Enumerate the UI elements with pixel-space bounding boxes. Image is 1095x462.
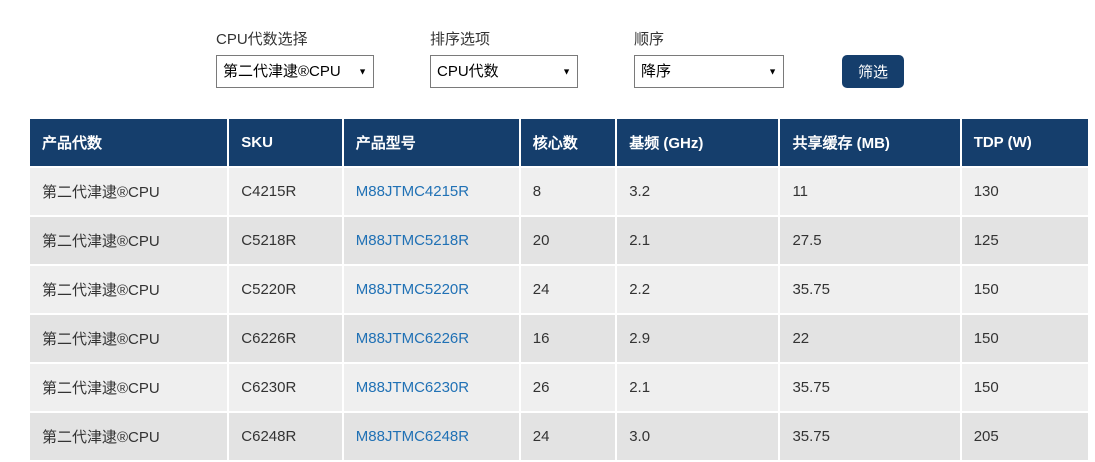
cell-cores: 16 — [518, 313, 618, 364]
cell-model: M88JTMC6226R — [341, 313, 521, 364]
table-row: 第二代津逮®CPU C6226R M88JTMC6226R 16 2.9 22 150 — [27, 313, 1091, 364]
cell-model: M88JTMC5220R — [341, 264, 521, 315]
cell-cache-mb: 35.75 — [778, 411, 962, 462]
generation-select[interactable]: 第二代津逮®CPU — [216, 55, 374, 88]
cell-tdp-w: 125 — [959, 215, 1091, 266]
cell-tdp-w: 130 — [959, 166, 1091, 217]
product-model-link[interactable]: M88JTMC6230R — [355, 379, 470, 396]
sort-filter-label: 排序选项 — [430, 31, 491, 48]
product-model-link[interactable]: M88JTMC5220R — [355, 281, 470, 298]
cell-generation: 第二代津逮®CPU — [27, 166, 230, 217]
cell-tdp-w: 205 — [959, 411, 1091, 462]
cell-tdp-w: 150 — [959, 264, 1091, 315]
column-header-generation: 产品代数 — [27, 117, 230, 168]
table-row: 第二代津逮®CPU C5220R M88JTMC5220R 24 2.2 35.75 150 — [27, 264, 1091, 315]
cell-sku: C6248R — [227, 411, 344, 462]
cell-cache-mb: 35.75 — [778, 264, 962, 315]
table-row: 第二代津逮®CPU C4215R M88JTMC4215R 8 3.2 11 130 — [27, 166, 1091, 217]
cell-generation: 第二代津逮®CPU — [27, 264, 230, 315]
cell-base-freq-ghz: 3.2 — [615, 166, 781, 217]
cell-generation: 第二代津逮®CPU — [27, 313, 230, 364]
filter-bar: CPU代数选择 第二代津逮®CPU ▼ 排序选项 CPU代数 ▼ 顺序 降序 ▼… — [0, 0, 1095, 88]
sort-select[interactable]: CPU代数 — [430, 55, 578, 88]
product-model-link[interactable]: M88JTMC4215R — [355, 183, 470, 200]
cell-base-freq-ghz: 3.0 — [615, 411, 781, 462]
cell-cores: 24 — [518, 411, 618, 462]
cell-cache-mb: 35.75 — [778, 362, 962, 413]
table-row: 第二代津逮®CPU C6230R M88JTMC6230R 26 2.1 35.75 150 — [27, 362, 1091, 413]
order-filter-label: 顺序 — [634, 31, 665, 48]
filter-submit-button[interactable]: 筛选 — [842, 55, 904, 88]
cell-cache-mb: 22 — [778, 313, 962, 364]
cell-tdp-w: 150 — [959, 362, 1091, 413]
sort-filter-group: 排序选项 CPU代数 ▼ — [430, 28, 578, 88]
cell-base-freq-ghz: 2.9 — [615, 313, 781, 364]
cell-base-freq-ghz: 2.1 — [615, 362, 781, 413]
cell-cores: 26 — [518, 362, 618, 413]
cell-generation: 第二代津逮®CPU — [27, 215, 230, 266]
cell-model: M88JTMC4215R — [341, 166, 521, 217]
table-row: 第二代津逮®CPU C5218R M88JTMC5218R 20 2.1 27.5 125 — [27, 215, 1091, 266]
cell-base-freq-ghz: 2.1 — [615, 215, 781, 266]
table-header-row: 产品代数 SKU 产品型号 核心数 基频 (GHz) 共享缓存 (MB) TDP (W) — [27, 117, 1091, 168]
cell-generation: 第二代津逮®CPU — [27, 362, 230, 413]
cell-cache-mb: 27.5 — [778, 215, 962, 266]
cell-model: M88JTMC5218R — [341, 215, 521, 266]
sort-select-wrap: CPU代数 ▼ — [430, 55, 578, 88]
cell-sku: C5220R — [227, 264, 344, 315]
product-model-link[interactable]: M88JTMC6248R — [355, 428, 470, 445]
order-select-wrap: 降序 ▼ — [634, 55, 784, 88]
product-model-link[interactable]: M88JTMC6226R — [355, 330, 470, 347]
cell-cores: 20 — [518, 215, 618, 266]
table-body: 第二代津逮®CPU C4215R M88JTMC4215R 8 3.2 11 130 第二代津… — [27, 166, 1091, 462]
generation-filter-label: CPU代数选择 — [216, 31, 308, 48]
column-header-base-freq-ghz: 基频 (GHz) — [615, 117, 781, 168]
order-filter-group: 顺序 降序 ▼ — [634, 28, 784, 88]
cell-sku: C6226R — [227, 313, 344, 364]
column-header-cache-mb: 共享缓存 (MB) — [778, 117, 962, 168]
cell-model: M88JTMC6230R — [341, 362, 521, 413]
cell-sku: C4215R — [227, 166, 344, 217]
product-model-link[interactable]: M88JTMC5218R — [355, 232, 470, 249]
cell-model: M88JTMC6248R — [341, 411, 521, 462]
cell-cores: 24 — [518, 264, 618, 315]
cell-sku: C6230R — [227, 362, 344, 413]
generation-filter-group: CPU代数选择 第二代津逮®CPU ▼ — [216, 28, 374, 88]
generation-select-wrap: 第二代津逮®CPU ▼ — [216, 55, 374, 88]
cpu-product-table: 产品代数 SKU 产品型号 核心数 基频 (GHz) 共享缓存 (MB) TDP (W) 第… — [27, 117, 1091, 462]
cell-sku: C5218R — [227, 215, 344, 266]
cell-tdp-w: 150 — [959, 313, 1091, 364]
column-header-cores: 核心数 — [518, 117, 618, 168]
cell-generation: 第二代津逮®CPU — [27, 411, 230, 462]
cell-base-freq-ghz: 2.2 — [615, 264, 781, 315]
cell-cores: 8 — [518, 166, 618, 217]
column-header-sku: SKU — [227, 117, 344, 168]
column-header-tdp-w: TDP (W) — [959, 117, 1091, 168]
column-header-model: 产品型号 — [341, 117, 521, 168]
cell-cache-mb: 11 — [778, 166, 962, 217]
table-row: 第二代津逮®CPU C6248R M88JTMC6248R 24 3.0 35.75 205 — [27, 411, 1091, 462]
order-select[interactable]: 降序 — [634, 55, 784, 88]
